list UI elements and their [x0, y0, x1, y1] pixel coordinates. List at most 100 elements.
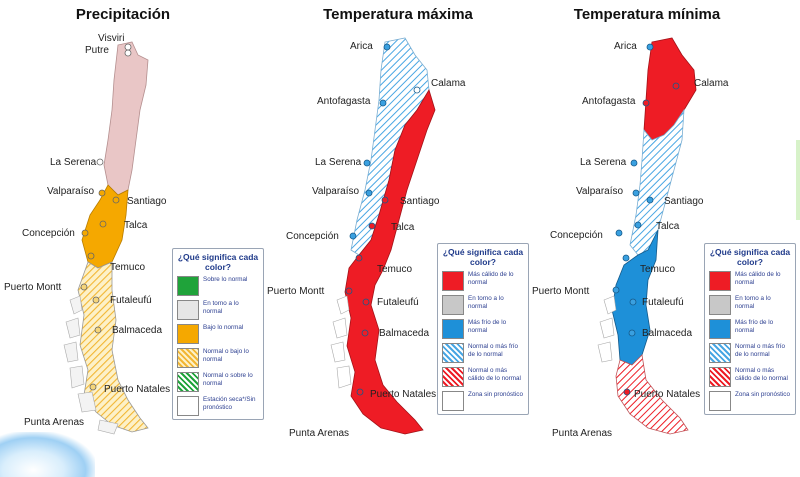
legend-swatch	[709, 295, 731, 315]
city-label-santiago: Santiago	[127, 196, 167, 207]
legend-min-temperature: ¿Qué significa cada color? Más cálido de…	[704, 243, 796, 415]
legend-max-temperature: ¿Qué significa cada color? Más cálido de…	[437, 243, 529, 415]
panel-title: Precipitación	[75, 6, 171, 23]
legend-item: Sobre lo normal	[177, 276, 259, 296]
city-label-arica: Arica	[350, 41, 373, 52]
legend-swatch	[442, 391, 464, 411]
legend-text: Normal o sobre lo normal	[203, 372, 253, 387]
legend-text: Normal o más frío de lo normal	[468, 343, 519, 358]
city-label-la-serena: La Serena	[315, 157, 362, 168]
city-dots	[80, 43, 132, 391]
city-dot-la-serena	[96, 158, 104, 166]
city-dot-visviri	[124, 43, 132, 51]
panel-temperatura-maxima: Temperatura máxima Arica C	[267, 0, 533, 477]
legend-swatch	[177, 372, 199, 392]
city-dot-balmaceda	[94, 326, 102, 334]
legend-text: Más cálido de lo normal	[468, 271, 514, 286]
legend-item: En torno a lo normal	[442, 295, 524, 315]
legend-text: Más frío de lo normal	[468, 319, 507, 334]
city-dot-valparaiso	[98, 189, 106, 197]
legend-swatch	[442, 271, 464, 291]
legend-text: En torno a lo normal	[203, 300, 239, 315]
city-dot-calama	[413, 86, 421, 94]
city-dot-santiago	[112, 196, 120, 204]
city-dot-putre	[124, 49, 132, 57]
city-dot-talca	[634, 221, 642, 229]
legend-swatch	[709, 367, 731, 387]
city-dot-futaleufu	[92, 296, 100, 304]
legend-item: Zona sin pronóstico	[709, 391, 791, 411]
city-dot-santiago	[646, 196, 654, 204]
city-label-temuco: Temuco	[640, 264, 676, 275]
legend-swatch	[442, 319, 464, 339]
city-label-punta-arenas: Punta Arenas	[24, 417, 85, 428]
city-dot-puerto-montt	[80, 283, 88, 291]
legend-item: Bajo lo normal	[177, 324, 259, 344]
legend-text: Estación seca*/Sin pronóstico	[203, 396, 256, 411]
legend-swatch	[177, 276, 199, 296]
city-label-futaleufu: Futaleufú	[110, 295, 152, 306]
legend-swatch	[709, 271, 731, 291]
chile-map-min-temperature	[597, 37, 697, 435]
city-label-puerto-montt: Puerto Montt	[4, 282, 62, 293]
city-label-la-serena: La Serena	[50, 157, 97, 168]
legend-text: Normal o más cálido de lo normal	[735, 367, 788, 382]
city-label-futaleufu: Futaleufú	[377, 297, 419, 308]
city-dot-la-serena	[630, 159, 638, 167]
city-label-calama: Calama	[694, 78, 729, 89]
legend-title: ¿Qué significa cada color?	[709, 247, 791, 267]
city-dot-arica	[383, 43, 391, 51]
legend-swatch	[442, 295, 464, 315]
city-dot-puerto-montt	[345, 287, 353, 295]
legend-text: En torno a lo normal	[735, 295, 771, 310]
panel-title: Temperatura máxima	[323, 6, 473, 23]
legend-swatch	[442, 343, 464, 363]
city-dot-futaleufu	[362, 298, 370, 306]
legend-item: Normal o más frío de lo normal	[709, 343, 791, 363]
legend-item: Normal o más cálido de lo normal	[709, 367, 791, 387]
legend-text: Zona sin pronóstico	[735, 391, 790, 398]
city-dot-concepcion	[81, 229, 89, 237]
city-dot-balmaceda	[628, 329, 636, 337]
city-label-arica: Arica	[614, 41, 637, 52]
city-label-valparaiso: Valparaíso	[576, 186, 624, 197]
city-label-temuco: Temuco	[110, 262, 146, 273]
legend-text: Más frío de lo normal	[735, 319, 774, 334]
legend-item: En torno a lo normal	[177, 300, 259, 320]
city-label-temuco: Temuco	[377, 264, 413, 275]
panel-title: Temperatura mínima	[573, 6, 721, 23]
city-dot-valparaiso	[632, 189, 640, 197]
city-label-puerto-natales: Puerto Natales	[104, 384, 171, 395]
sky-decoration	[0, 432, 95, 477]
city-dot-talca	[368, 222, 376, 230]
city-label-puerto-natales: Puerto Natales	[634, 389, 701, 400]
legend-swatch	[709, 319, 731, 339]
legend-text: Normal o bajo lo normal	[203, 348, 249, 363]
city-dot-concepcion	[349, 232, 357, 240]
legend-swatch	[442, 367, 464, 387]
city-dot-la-serena	[363, 159, 371, 167]
city-dot-puerto-natales	[356, 388, 364, 396]
city-dot-puerto-natales	[89, 383, 97, 391]
city-dot-antofagasta	[379, 99, 387, 107]
city-label-valparaiso: Valparaíso	[47, 186, 95, 197]
legend-swatch	[177, 396, 199, 416]
chile-map-max-temperature	[330, 37, 436, 435]
legend-swatch	[177, 300, 199, 320]
city-dot-balmaceda	[361, 329, 369, 337]
legend-item: Normal o más frío de lo normal	[442, 343, 524, 363]
legend-swatch	[709, 343, 731, 363]
city-dot-antofagasta	[642, 99, 650, 107]
city-label-putre: Putre	[85, 45, 109, 56]
legend-item: Más frío de lo normal	[709, 319, 791, 339]
city-label-futaleufu: Futaleufú	[642, 297, 684, 308]
city-label-talca: Talca	[391, 222, 415, 233]
legend-item: Estación seca*/Sin pronóstico	[177, 396, 259, 416]
city-label-valparaiso: Valparaíso	[312, 186, 360, 197]
legend-item: Más cálido de lo normal	[442, 271, 524, 291]
panel-temperatura-minima: Temperatura mínima	[532, 0, 800, 477]
legend-text: En torno a lo normal	[468, 295, 504, 310]
city-label-balmaceda: Balmaceda	[379, 328, 430, 339]
city-dot-puerto-montt	[612, 286, 620, 294]
city-dot-puerto-natales	[623, 388, 631, 396]
